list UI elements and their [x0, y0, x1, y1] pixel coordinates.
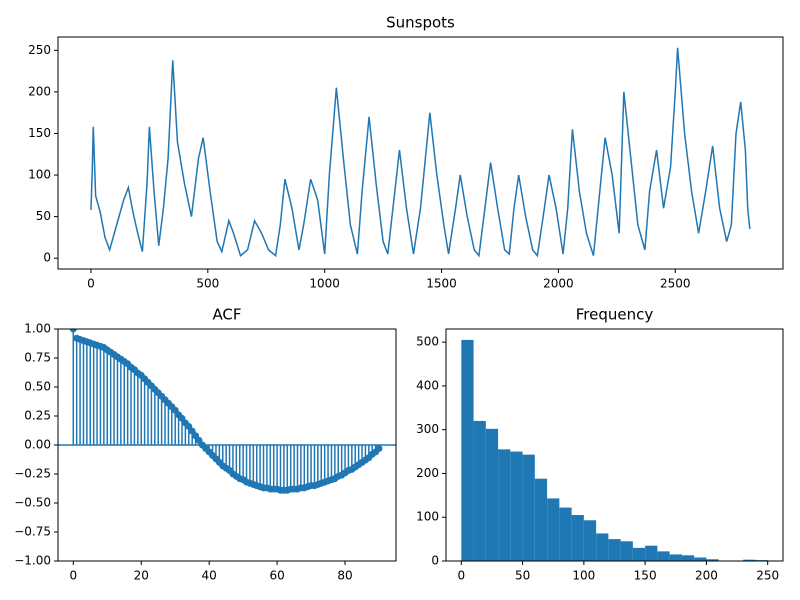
x-tick-label: 0: [69, 569, 77, 583]
stem-marker: [375, 444, 383, 452]
bar: [571, 515, 584, 561]
bar: [669, 554, 682, 561]
bar: [534, 478, 548, 561]
x-tick-label: 250: [756, 569, 779, 583]
x-tick-label: 2000: [543, 277, 574, 291]
x-tick-label: 50: [515, 569, 530, 583]
y-tick-label: 500: [416, 335, 439, 349]
bar: [681, 555, 695, 561]
y-tick-label: 100: [416, 510, 439, 524]
x-tick-label: 40: [202, 569, 217, 583]
bar: [559, 507, 572, 561]
axes-frame: [57, 36, 784, 270]
y-tick-label: 0.25: [24, 409, 51, 423]
x-tick-label: 1500: [426, 277, 457, 291]
bar: [522, 454, 535, 561]
x-tick-label: 0: [457, 569, 465, 583]
y-tick-label: 200: [416, 466, 439, 480]
y-tick-label: −0.25: [14, 467, 51, 481]
axes-frame: [445, 328, 784, 562]
x-tick-label: 200: [695, 569, 718, 583]
x-tick-label: 2500: [660, 277, 691, 291]
x-tick-label: 80: [337, 569, 352, 583]
bar: [657, 551, 670, 561]
bar: [498, 449, 511, 561]
y-tick-label: 0.00: [24, 438, 51, 452]
bar: [461, 339, 474, 561]
x-tick-label: 20: [134, 569, 149, 583]
y-tick-label: 0: [43, 251, 51, 265]
y-tick-label: 0.75: [24, 351, 51, 365]
subplot: ACF 0 20 40 60 80 −1.00 −0.75 −0.50 −0.25 0.00 0.25…: [14, 306, 397, 583]
bar: [743, 559, 756, 561]
y-tick-label: 200: [28, 84, 51, 98]
x-tick-label: 60: [269, 569, 284, 583]
bar: [473, 420, 486, 561]
x-tick-label: 150: [634, 569, 657, 583]
x-tick-label: 1000: [309, 277, 340, 291]
chart-title: ACF: [212, 306, 241, 324]
bar: [694, 557, 707, 561]
bar: [645, 545, 658, 561]
y-tick-label: 250: [28, 43, 51, 57]
plot-area: [90, 47, 751, 258]
y-tick-label: 0.50: [24, 380, 51, 394]
y-tick-label: 0: [431, 554, 439, 568]
y-tick-label: −0.50: [14, 496, 51, 510]
y-tick-label: 300: [416, 422, 439, 436]
bar: [547, 498, 560, 561]
data-line: [90, 47, 751, 258]
y-tick-label: 150: [28, 126, 51, 140]
y-tick-label: −0.75: [14, 525, 51, 539]
bar: [620, 541, 633, 561]
bar: [510, 451, 523, 561]
y-tick-label: 50: [36, 209, 51, 223]
y-tick-label: 400: [416, 378, 439, 392]
x-tick-label: 500: [196, 277, 219, 291]
bar: [608, 539, 621, 561]
stem-marker: [69, 329, 77, 333]
chart-title: Frequency: [576, 306, 654, 324]
bar: [632, 547, 646, 561]
bar: [596, 533, 609, 561]
y-tick-label: −1.00: [14, 554, 51, 568]
plot-area: [58, 329, 396, 494]
x-tick-label: 100: [572, 569, 595, 583]
chart-title: Sunspots: [386, 14, 455, 32]
subplot: Sunspots 0 500 1000 1500 2000 2500 0 50 100 150 200…: [28, 14, 784, 291]
bar: [485, 428, 499, 561]
subplot: Frequency 0 50 100 150 200 250 0 100 200 300 400 500: [416, 306, 784, 583]
x-tick-label: 0: [87, 277, 95, 291]
bar: [583, 520, 597, 561]
bar: [706, 559, 719, 561]
plot-area: [461, 339, 768, 561]
y-tick-label: 100: [28, 168, 51, 182]
y-tick-label: 1.00: [24, 322, 51, 336]
